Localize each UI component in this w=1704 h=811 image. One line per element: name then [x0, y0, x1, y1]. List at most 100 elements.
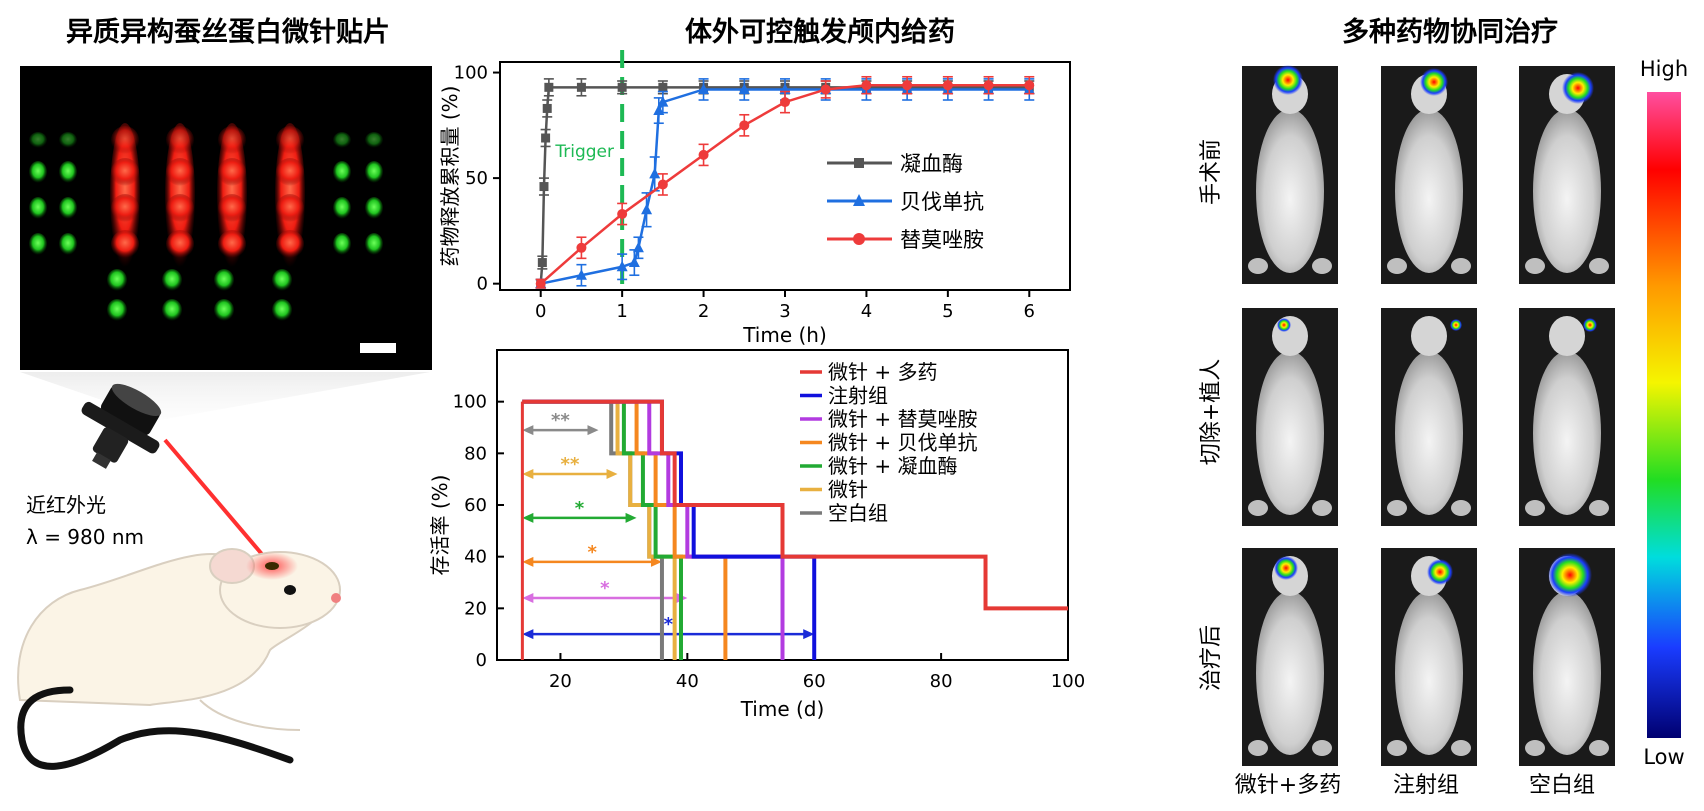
green-microneedle-dot: [333, 161, 351, 183]
data-point: [544, 82, 554, 92]
data-point: [576, 82, 586, 92]
release-chart-xlabel: Time (h): [742, 323, 827, 347]
data-point: [658, 82, 668, 92]
red-microneedle-dot: [218, 194, 246, 222]
mouse-foot: [1589, 500, 1609, 516]
arrow-head: [522, 469, 534, 479]
mouse-foot: [1451, 500, 1471, 516]
legend-label: 凝血酶: [900, 152, 963, 176]
mouse-foot: [1248, 500, 1268, 516]
data-point: [535, 278, 546, 289]
data-point: [628, 256, 640, 268]
tumor-signal-spot: [1277, 318, 1291, 332]
data-point: [616, 260, 628, 272]
green-microneedle-dot: [333, 233, 351, 255]
green-microneedle-dot: [29, 132, 47, 148]
tumor-signal-spot: [1273, 65, 1303, 95]
mouse-body: [1256, 591, 1324, 755]
green-microneedle-dot: [29, 161, 47, 183]
red-microneedle-dot: [218, 158, 246, 186]
y-tick-label: 0: [476, 650, 487, 671]
x-tick-label: 3: [779, 301, 790, 322]
data-point: [632, 241, 644, 253]
red-microneedle-dot: [218, 126, 246, 154]
tumor-signal-spot: [1274, 556, 1298, 580]
red-microneedle-dot: [276, 126, 304, 154]
right-panel-title: 多种药物协同治疗: [1342, 17, 1558, 48]
arrow-head: [803, 629, 815, 640]
red-microneedle-dot: [276, 194, 304, 222]
red-microneedle-dot: [218, 230, 246, 258]
y-tick-label: 0: [477, 274, 488, 295]
tumor-signal-spot: [1548, 553, 1592, 597]
data-point: [539, 182, 549, 192]
legend-label: 贝伐单抗: [900, 190, 984, 214]
significance-label: *: [575, 498, 585, 519]
legend-label: 微针 + 替莫唑胺: [828, 407, 977, 431]
mouse-foot: [1387, 258, 1407, 274]
arrow-head: [606, 469, 618, 479]
data-point: [861, 80, 872, 91]
red-microneedle-dot: [111, 158, 139, 186]
mouse-foot: [1451, 258, 1471, 274]
data-point: [537, 258, 547, 268]
microneedle-dots: [29, 123, 383, 321]
green-microneedle-dot: [59, 233, 77, 255]
x-tick-label: 40: [676, 671, 699, 692]
col-label-blank: 空白组: [1529, 773, 1595, 798]
row-label-after-treatment: 治疗后: [1199, 625, 1224, 691]
mouse-body: [1395, 591, 1463, 755]
mouse-foot: [1248, 258, 1268, 274]
mouse-head: [1411, 316, 1447, 356]
arrow-head: [522, 593, 534, 603]
arrow-head: [522, 629, 534, 640]
trigger-annotation: Trigger: [554, 142, 614, 162]
release-chart-ylabel: 药物释放累积量 (%): [438, 86, 462, 267]
arrow-head: [522, 425, 534, 436]
data-point: [820, 84, 831, 95]
data-point: [983, 80, 994, 91]
mouse-icon: [17, 548, 341, 770]
green-microneedle-dot: [29, 233, 47, 255]
col-label-microneedle-multidrug: 微针+多药: [1235, 773, 1341, 798]
tumor-signal-spot: [1583, 318, 1597, 332]
mouse-foot: [1387, 500, 1407, 516]
legend-label: 微针: [828, 478, 868, 502]
mouse-body: [1533, 351, 1601, 515]
data-point: [738, 83, 750, 94]
legend-label: 替莫唑胺: [900, 228, 984, 252]
y-tick-label: 80: [464, 443, 487, 464]
mouse-foot: [1312, 740, 1332, 756]
scale-bar: [360, 343, 396, 353]
green-microneedle-dot: [107, 269, 127, 291]
arrow-head: [522, 556, 534, 567]
green-microneedle-dot: [365, 161, 383, 183]
red-microneedle-dot: [111, 126, 139, 154]
x-tick-label: 6: [1024, 301, 1035, 322]
mouse-foot: [1525, 500, 1545, 516]
colorbar-high-label: High: [1640, 57, 1688, 81]
x-tick-label: 4: [861, 301, 872, 322]
data-point: [902, 80, 913, 91]
red-microneedle-dot: [111, 230, 139, 258]
mouse-foot: [1312, 258, 1332, 274]
data-point: [575, 269, 587, 280]
wavelength-label: λ = 980 nm: [26, 525, 144, 549]
red-microneedle-dot: [166, 194, 194, 222]
red-microneedle-dot: [166, 126, 194, 154]
mouse-foot: [1248, 740, 1268, 756]
significance-label: **: [551, 410, 570, 431]
x-tick-label: 1: [616, 301, 627, 322]
left-panel-title: 异质异构蚕丝蛋白微针贴片: [66, 17, 390, 48]
green-microneedle-dot: [365, 233, 383, 255]
light-cone: [20, 372, 430, 420]
mouse-body: [1533, 591, 1601, 755]
mouse-foot: [1589, 740, 1609, 756]
mouse-head: [1549, 316, 1585, 356]
mouse-foot: [1589, 258, 1609, 274]
mouse-body: [1256, 109, 1324, 273]
x-tick-label: 100: [1051, 671, 1085, 692]
